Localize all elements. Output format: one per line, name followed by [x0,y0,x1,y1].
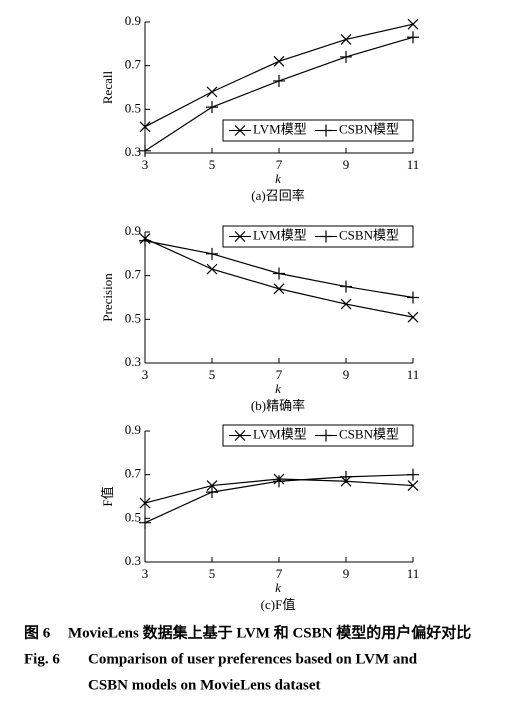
data-point [340,298,352,310]
chart-caption: (a)召回率 [251,188,304,203]
x-axis-label: k [275,381,281,396]
y-axis-label: Precision [100,273,115,322]
x-tick-label: 3 [142,367,149,382]
data-point [273,283,285,295]
y-tick-label: 0.5 [125,100,141,115]
data-point [340,280,352,293]
x-tick-label: 3 [142,157,149,172]
data-point [340,50,352,63]
data-point [139,234,151,247]
x-tick-label: 9 [343,367,350,382]
data-point [273,267,285,280]
data-point [206,263,218,275]
legend-marker [320,429,332,442]
legend-marker [320,124,332,137]
data-point [206,480,218,492]
chart-caption: (c)F值 [261,597,296,612]
data-point [139,144,151,157]
data-point [407,468,419,481]
y-tick-label: 0.5 [125,509,141,524]
x-axis-label: k [275,580,281,595]
legend-marker [234,125,246,136]
data-point [206,101,218,114]
x-tick-label: 5 [209,157,216,172]
x-axis-label: k [275,171,281,186]
legend-marker [320,230,332,243]
data-point [407,311,419,323]
data-point [407,291,419,304]
x-tick-label: 7 [276,566,283,581]
x-tick-label: 7 [276,367,283,382]
x-tick-label: 9 [343,157,350,172]
data-point [206,247,218,260]
x-tick-label: 9 [343,566,350,581]
y-tick-label: 0.3 [125,354,141,369]
x-tick-label: 11 [407,157,420,172]
data-point [139,121,151,133]
data-point [273,475,285,488]
data-point [407,480,419,492]
legend-label: LVM模型 [253,121,307,136]
x-tick-label: 11 [407,367,420,382]
legend-label: CSBN模型 [339,121,399,136]
y-tick-label: 0.5 [125,310,141,325]
y-tick-label: 0.7 [125,267,142,282]
data-point [407,31,419,44]
en-caption: CSBN models on MovieLens dataset [88,677,321,693]
data-point [206,486,218,499]
en-caption: Comparison of user preferences based on … [88,651,418,667]
data-point [273,74,285,87]
data-point [407,18,419,30]
y-tick-label: 0.9 [125,223,141,238]
data-point [206,86,218,98]
data-point [340,34,352,45]
x-tick-label: 5 [209,367,216,382]
data-point [139,497,151,509]
legend-marker [234,231,246,242]
x-tick-label: 3 [142,566,149,581]
legend-marker [234,430,246,441]
y-tick-label: 0.7 [125,57,142,72]
en-caption-label: Fig. 6 [24,651,60,667]
legend-label: CSBN模型 [339,227,399,242]
data-point [139,516,151,529]
y-tick-label: 0.7 [125,466,142,481]
data-point [273,55,285,67]
x-tick-label: 11 [407,566,420,581]
y-axis-label: F值 [100,486,115,506]
y-tick-label: 0.9 [125,13,141,28]
y-tick-label: 0.9 [125,422,141,437]
zh-caption: MovieLens 数据集上基于 LVM 和 CSBN 模型的用户偏好对比 [68,623,471,641]
y-tick-label: 0.3 [125,553,141,568]
zh-caption-label: 图 6 [24,624,51,641]
x-tick-label: 5 [209,566,216,581]
chart-caption: (b)精确率 [251,398,305,413]
x-tick-label: 7 [276,157,283,172]
legend-label: LVM模型 [253,426,307,441]
y-axis-label: Recall [100,71,115,105]
y-tick-label: 0.3 [125,144,141,159]
data-point [340,470,352,483]
legend-label: LVM模型 [253,227,307,242]
legend-label: CSBN模型 [339,426,399,441]
